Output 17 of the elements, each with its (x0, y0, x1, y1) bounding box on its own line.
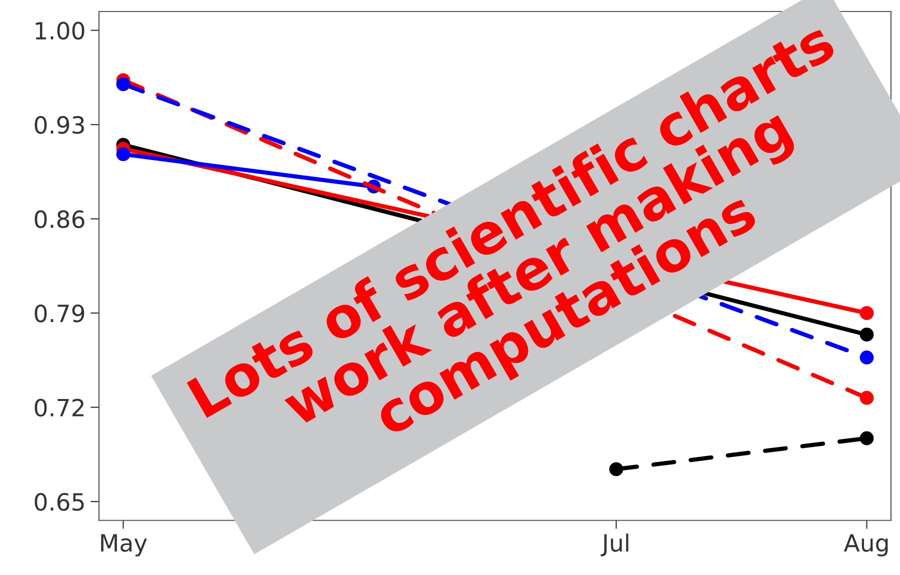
x-tick-label: Aug (844, 534, 888, 556)
point (860, 328, 874, 342)
point (860, 390, 874, 405)
y-tick-label: 0.86 (34, 210, 84, 228)
point (116, 77, 130, 92)
x-tick-label: May (101, 534, 147, 556)
point (609, 462, 624, 476)
point (860, 431, 874, 446)
y-tick-label: 0.93 (34, 116, 84, 134)
y-tick-label: 0.72 (34, 398, 84, 417)
point (116, 147, 130, 162)
y-tick-label: 0.79 (34, 304, 84, 322)
y-tick-label: 1.00 (36, 22, 84, 40)
point (860, 306, 874, 320)
y-tick-label: 0.65 (34, 492, 84, 511)
point (860, 350, 874, 364)
x-tick-label: Jul (600, 534, 628, 556)
